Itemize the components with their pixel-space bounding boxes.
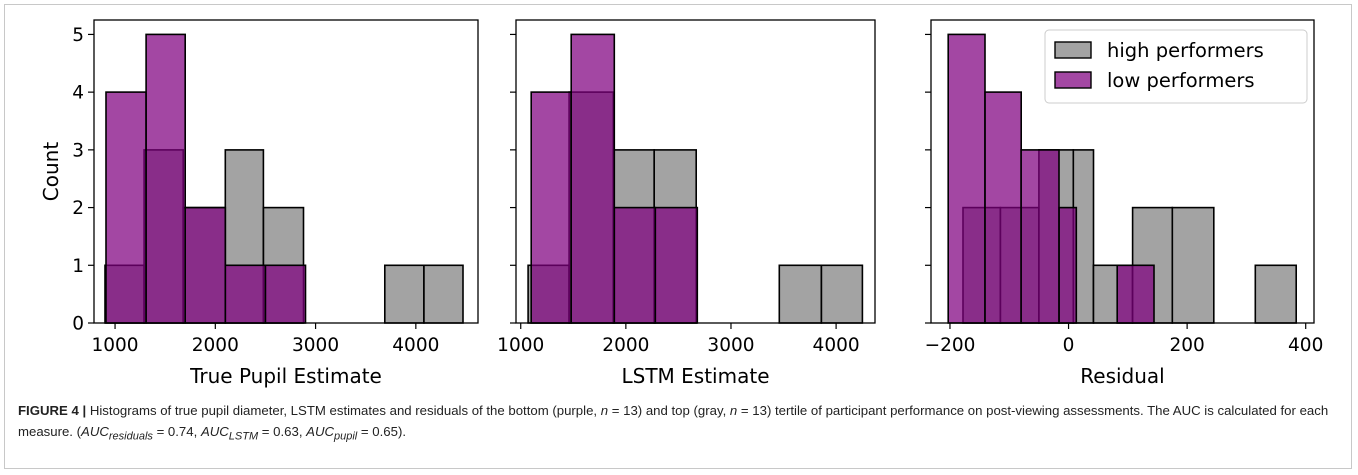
series-low-performers bbox=[530, 33, 699, 324]
x-tick-label: 0 bbox=[1063, 335, 1075, 356]
histogram-bar bbox=[1254, 264, 1298, 324]
axes-frame bbox=[930, 19, 1315, 324]
histogram-panel-3: −200 0 200 400 Residual high performers low pe… bbox=[925, 19, 1323, 388]
legend-entry-label: high performers bbox=[1107, 39, 1264, 62]
x-tick-label: −200 bbox=[925, 335, 976, 356]
histogram-panel-2: 1000 2000 3000 4000 LSTM Estimate bbox=[497, 19, 876, 388]
x-tick-label: 2000 bbox=[192, 335, 239, 356]
caption-n-bottom: n bbox=[600, 403, 609, 418]
x-tick-label: 4000 bbox=[392, 335, 439, 356]
x-axis-label: True Pupil Estimate bbox=[189, 364, 382, 388]
histogram-bar bbox=[105, 91, 147, 324]
histogram-bar bbox=[224, 264, 267, 324]
x-axis-label: Residual bbox=[1080, 364, 1164, 388]
series-low-performers bbox=[947, 33, 1155, 324]
histogram-bar bbox=[984, 91, 1023, 324]
histogram-bar bbox=[654, 206, 699, 324]
histogram-bar bbox=[820, 264, 864, 324]
axes-frame bbox=[93, 19, 479, 324]
caption-text-2: = 13) and top (gray, bbox=[608, 403, 730, 418]
auc-pupil-label: AUCpupil bbox=[306, 424, 358, 443]
auc-lstm-value: = 0.63, bbox=[258, 424, 307, 439]
legend-box bbox=[1044, 29, 1308, 104]
histogram-bar bbox=[530, 91, 572, 324]
histogram-bar bbox=[1058, 206, 1078, 324]
histogram-bar bbox=[1116, 264, 1155, 324]
y-tick-label: 1 bbox=[72, 256, 84, 277]
auc-lstm-label: AUCLSTM bbox=[200, 424, 259, 443]
histogram-bar bbox=[947, 33, 986, 324]
x-tick-label: 3000 bbox=[292, 335, 339, 356]
x-tick-label: 3000 bbox=[707, 335, 754, 356]
y-tick-label: 4 bbox=[72, 83, 84, 104]
figure-label: FIGURE 4 | bbox=[18, 403, 87, 418]
auc-residuals-label: AUCresiduals bbox=[81, 424, 153, 443]
histogram-bar bbox=[570, 33, 616, 324]
auc-residuals-value: = 0.74, bbox=[152, 424, 201, 439]
series-low-performers bbox=[105, 33, 307, 324]
caption-n-top: n bbox=[729, 403, 738, 418]
figure-caption: FIGURE 4 | Histograms of true pupil diam… bbox=[18, 400, 1338, 448]
axes-frame bbox=[515, 19, 876, 324]
x-tick-label: 1000 bbox=[497, 335, 544, 356]
legend-swatch bbox=[1054, 41, 1092, 59]
histogram-bar bbox=[613, 206, 657, 324]
histogram-bar bbox=[383, 264, 425, 324]
histogram-bar bbox=[264, 264, 307, 324]
x-tick-label: 400 bbox=[1288, 335, 1323, 356]
histogram-bar bbox=[423, 264, 464, 324]
x-tick-label: 200 bbox=[1169, 335, 1204, 356]
legend-swatch bbox=[1054, 71, 1092, 89]
y-tick-label: 2 bbox=[72, 198, 84, 219]
histogram-bar bbox=[1171, 206, 1215, 324]
y-tick-label: 5 bbox=[72, 25, 84, 46]
caption-text-1: Histograms of true pupil diameter, LSTM … bbox=[86, 403, 601, 418]
y-axis-label: Count bbox=[39, 142, 63, 202]
x-tick-label: 4000 bbox=[813, 335, 860, 356]
legend-entry-label: low performers bbox=[1107, 69, 1255, 92]
legend: high performers low performers bbox=[1044, 29, 1308, 104]
auc-pupil-value: = 0.65). bbox=[357, 424, 407, 439]
histogram-bar bbox=[145, 33, 187, 324]
y-tick-label: 0 bbox=[72, 314, 84, 335]
histogram-bar bbox=[778, 264, 823, 324]
histogram-bar bbox=[1020, 149, 1060, 324]
histogram-bar bbox=[184, 206, 227, 324]
x-axis-label: LSTM Estimate bbox=[621, 364, 769, 388]
histogram-panel-1: 0 1 2 3 4 5 1000 2000 3000 4000 True Pupil Estimat… bbox=[39, 19, 479, 388]
x-tick-label: 1000 bbox=[92, 335, 139, 356]
caption-text-3: = 13) tertile of participant performance… bbox=[18, 403, 1329, 439]
x-tick-label: 2000 bbox=[602, 335, 649, 356]
y-tick-label: 3 bbox=[72, 140, 84, 161]
